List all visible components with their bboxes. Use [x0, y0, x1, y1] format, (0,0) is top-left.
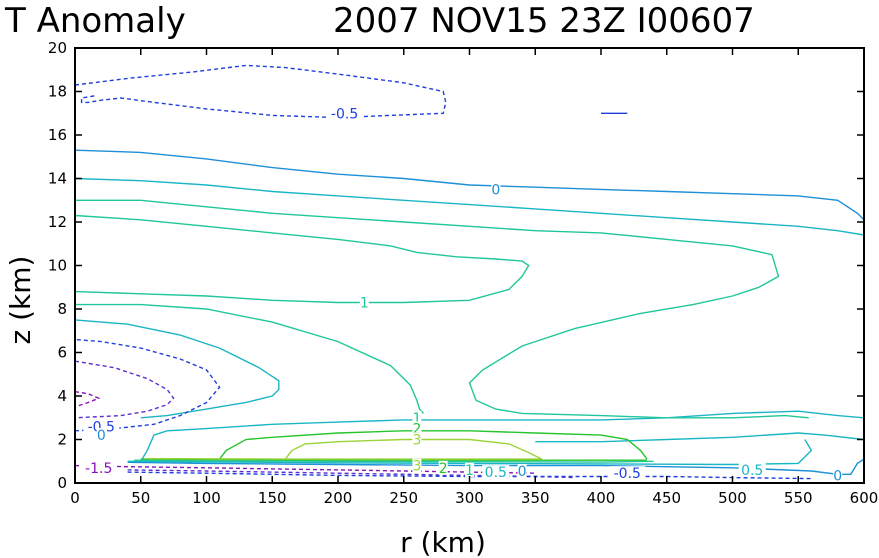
chart-title-right: 2007 NOV15 23Z I00607 — [333, 1, 755, 41]
x-tick-label-9: 450 — [652, 489, 681, 507]
contour-lines — [74, 64, 865, 480]
contour-line-0 — [74, 64, 447, 119]
x-tick-label-10: 500 — [718, 489, 747, 507]
y-axis-label: z (km) — [4, 256, 37, 345]
contour-line-9 — [75, 303, 425, 414]
contour-label-bg-6 — [83, 419, 120, 434]
y-tick-label-9: 18 — [48, 83, 67, 101]
contour-line-6 — [535, 432, 865, 443]
contour-label-8: -1.5 — [85, 461, 112, 477]
contour-label-5: 3 — [412, 433, 421, 449]
x-tick-label-0: 0 — [70, 489, 80, 507]
contour-label-2: 1 — [360, 296, 369, 312]
x-tick-label-3: 150 — [258, 489, 287, 507]
contour-label-bg-9 — [412, 458, 422, 473]
x-tick-label-7: 350 — [521, 489, 550, 507]
y-tick-label-5: 10 — [48, 257, 67, 275]
contour-label-16: 0 — [833, 468, 842, 484]
x-tick-label-2: 100 — [192, 489, 221, 507]
y-tick-label-6: 12 — [48, 213, 67, 231]
contour-line-5 — [140, 410, 865, 462]
x-tick-label-1: 50 — [131, 489, 150, 507]
x-tick-label-6: 300 — [455, 489, 484, 507]
contour-label-4: 2 — [412, 422, 421, 438]
x-tick-label-4: 200 — [324, 489, 353, 507]
contour-line-8 — [74, 214, 530, 304]
contour-label-bg-13 — [517, 464, 527, 478]
contour-label-bg-3 — [412, 410, 422, 425]
contour-line-19 — [127, 439, 813, 466]
contour-label-11: 1 — [465, 463, 474, 479]
contour-label-bg-12 — [482, 465, 510, 480]
contour-label-bg-16 — [833, 468, 843, 483]
y-tick-label-3: 6 — [57, 344, 67, 362]
contour-label-6: -0.5 — [88, 419, 115, 435]
contour-label-12: 0.5 — [485, 465, 507, 481]
x-tick-label-11: 550 — [784, 489, 813, 507]
contour-label-0: -0.5 — [331, 106, 358, 122]
y-tick-label-10: 20 — [48, 39, 67, 57]
contour-line-11 — [284, 438, 543, 460]
x-axis-label: r (km) — [400, 526, 486, 558]
contour-label-bg-8 — [80, 460, 117, 475]
contour-label-1: 0 — [491, 182, 500, 198]
contour-label-bg-5 — [412, 432, 422, 447]
contour-label-bg-15 — [738, 462, 766, 477]
contour-label-13: 0 — [518, 464, 527, 480]
contour-line-7 — [75, 199, 809, 419]
contour-line-10 — [219, 430, 648, 460]
contour-line-22 — [147, 457, 542, 460]
contour-line-20 — [134, 459, 654, 463]
contour-label-10: 2 — [439, 461, 448, 477]
contour-line-4 — [74, 319, 280, 419]
x-tick-label-8: 400 — [587, 489, 616, 507]
contour-label-bg-4 — [412, 421, 422, 436]
contour-line-12 — [74, 338, 221, 432]
contour-label-bg-11 — [465, 462, 474, 477]
contour-line-18 — [127, 458, 865, 475]
x-axis-ticks: 0 50 100 150 200 250 300 350 400 450 500 550 600 — [70, 48, 878, 507]
y-tick-label-1: 2 — [57, 431, 67, 449]
contour-line-3 — [74, 177, 865, 236]
contour-label-14: -0.5 — [614, 466, 641, 482]
contour-label-3: 1 — [412, 411, 421, 427]
x-tick-label-12: 600 — [850, 489, 879, 507]
y-tick-label-4: 8 — [57, 300, 67, 318]
contour-label-bg-14 — [609, 466, 646, 481]
chart-title-left: T Anomaly — [4, 1, 186, 41]
contour-label-bg-0 — [326, 106, 363, 121]
contour-label-bg-7 — [96, 428, 106, 443]
contour-label-9: 3 — [412, 459, 421, 475]
contour-line-13 — [74, 360, 175, 419]
y-tick-label-0: 0 — [57, 474, 67, 492]
contour-label-15: 0.5 — [741, 463, 763, 479]
contour-line-2 — [74, 149, 865, 221]
contour-label-bg-1 — [491, 182, 501, 197]
y-tick-label-7: 14 — [48, 170, 67, 188]
contour-label-bg-2 — [359, 295, 369, 310]
contour-label-bg-10 — [438, 460, 448, 475]
y-tick-label-8: 16 — [48, 126, 67, 144]
contour-line-14 — [74, 390, 101, 408]
x-tick-label-5: 250 — [389, 489, 418, 507]
contour-label-7: 0 — [97, 428, 106, 444]
contour-line-15 — [74, 464, 536, 474]
y-tick-label-2: 4 — [57, 387, 67, 405]
